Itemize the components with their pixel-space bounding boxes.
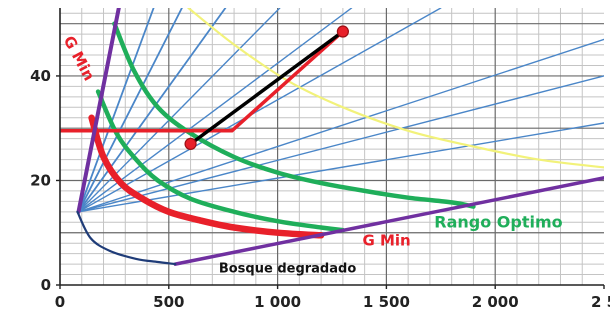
series-line-fan6 [77, 8, 442, 213]
series-line-base-curve [76, 210, 177, 266]
y-tick-label: 40 [30, 67, 51, 85]
x-tick-label: 1 500 [363, 293, 410, 311]
series-line-fan5 [77, 8, 353, 213]
annotation-label: G Min [362, 231, 410, 249]
series-line-green-lower [95, 89, 346, 233]
series-line-green-upper [112, 21, 476, 209]
series-group [60, 8, 604, 266]
points-group [184, 25, 349, 150]
series-line-red-curve [88, 114, 325, 239]
series-line-fan4 [77, 8, 281, 213]
annotation-label: Rango Optimo [434, 213, 562, 232]
series-line-gmin-upper [60, 29, 345, 133]
series-line-yellow-curve [187, 8, 604, 169]
x-tick-label: 2 000 [472, 293, 519, 311]
series-line-purple-bottom [173, 176, 604, 266]
series-line-trajectory [188, 29, 345, 146]
x-tick-label: 2 5 [591, 293, 610, 311]
x-tick-label: 500 [153, 293, 184, 311]
series-line-fan2 [77, 8, 183, 213]
axes: 0 500 1 000 1 500 2 000 2 5 0 20 40 [30, 8, 610, 311]
x-tick-label: 1 000 [254, 293, 301, 311]
series-line-purple-steep [76, 8, 121, 214]
grid [60, 8, 604, 285]
x-tick-label: 0 [55, 293, 65, 311]
data-point [336, 25, 349, 38]
series-line-fan9 [77, 122, 604, 213]
series-line-fan3 [77, 8, 227, 213]
series-line-fan1 [77, 8, 155, 213]
y-tick-label: 0 [41, 276, 51, 294]
series-line-fan8 [77, 75, 604, 213]
y-tick-label: 20 [30, 171, 51, 189]
series-line-fan7 [77, 38, 604, 213]
annotation-label: Bosque degradado [219, 261, 356, 276]
data-point [184, 137, 197, 150]
